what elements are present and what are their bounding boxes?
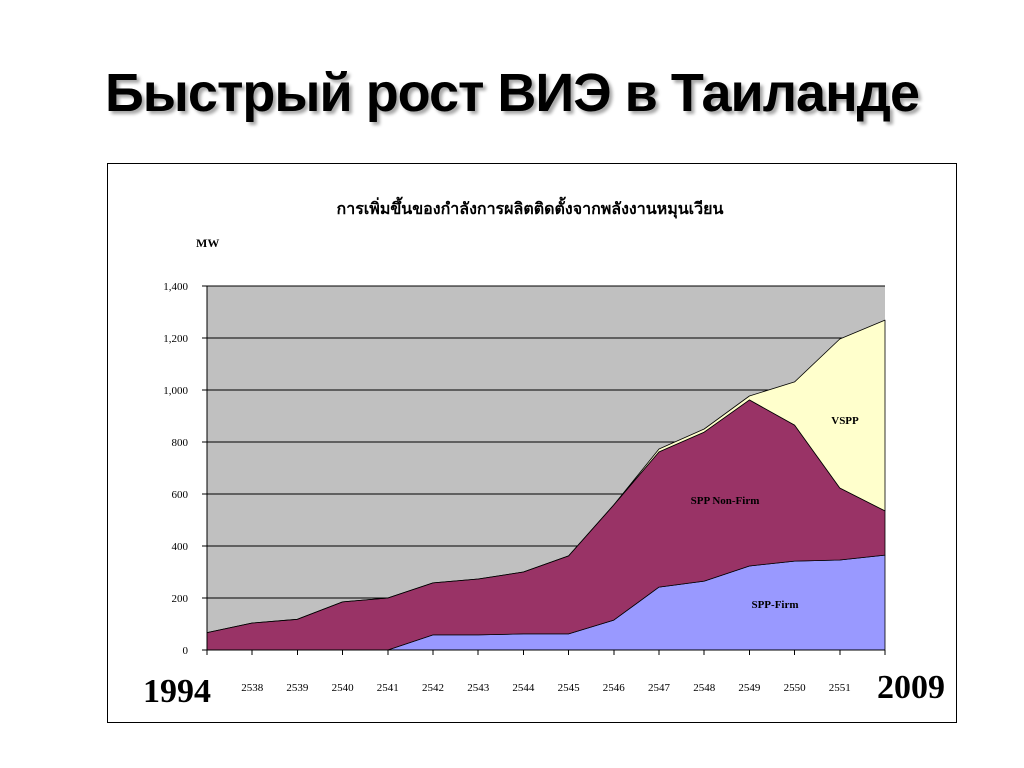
y-tick-label: 400 (172, 541, 189, 553)
x-tick-label: 2546 (603, 682, 626, 694)
series-label-spp-firm: SPP-Firm (751, 599, 798, 611)
x-tick-label: 2541 (377, 682, 399, 694)
chart-labels: 1994 2009 SPP-Firm SPP Non-Firm VSPP (143, 415, 945, 710)
y-tick-label: 800 (172, 437, 189, 449)
x-tick-label: 2547 (648, 682, 671, 694)
x-tick-label: 2550 (784, 682, 807, 694)
chart-frame: การเพิ่มขึ้นของกำลังการผลิตติดตั้งจากพลั… (107, 163, 957, 723)
area-chart: การเพิ่มขึ้นของกำลังการผลิตติดตั้งจากพลั… (143, 196, 945, 710)
series-label-spp-non-firm: SPP Non-Firm (691, 495, 760, 507)
y-tick-label: 1,000 (163, 385, 188, 397)
x-tick-label: 2540 (332, 682, 355, 694)
x-tick-label: 2539 (286, 682, 309, 694)
x-tick-label: 2544 (512, 682, 535, 694)
chart-title: การเพิ่มขึ้นของกำลังการผลิตติดตั้งจากพลั… (337, 196, 724, 219)
series-label-vspp: VSPP (831, 415, 859, 427)
plot-area (206, 285, 886, 651)
x-tick-label: 2538 (241, 682, 264, 694)
x-tick-label: 2542 (422, 682, 444, 694)
area-vspp (206, 319, 886, 634)
y-tick-label: 1,200 (163, 333, 188, 345)
slide-title: Быстрый рост ВИЭ в Таиланде (104, 63, 920, 123)
y-tick-label: 600 (172, 489, 189, 501)
y-tick-label: 1,400 (163, 281, 188, 293)
y-tick-label: 0 (183, 645, 189, 657)
x-tick-label: 2543 (467, 682, 490, 694)
y-tick-label: 200 (172, 593, 189, 605)
x-tick-label: 2551 (829, 682, 851, 694)
start-year-label: 1994 (143, 673, 211, 710)
y-axis-label: MW (196, 236, 219, 250)
x-tick-label: 2549 (738, 682, 761, 694)
x-tick-label: 2548 (693, 682, 716, 694)
x-tick-label: 2545 (558, 682, 581, 694)
axes: 0 200 400 600 800 1,000 1,200 1,400 2538 2539 2540… (163, 281, 886, 694)
end-year-label: 2009 (877, 669, 945, 706)
